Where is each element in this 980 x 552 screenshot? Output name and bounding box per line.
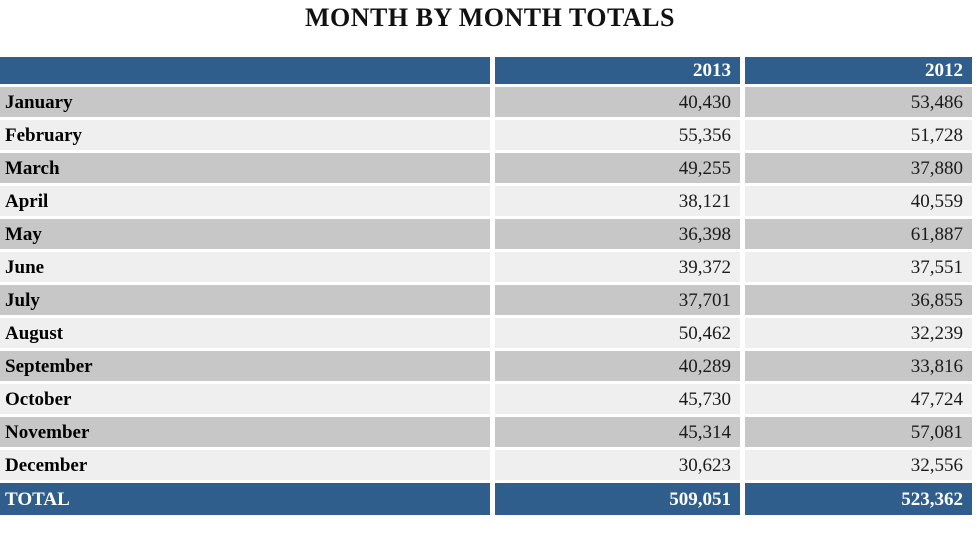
header-row: 2013 2012 [0,57,972,87]
value-2012-cell: 47,724 [740,384,972,417]
value-2012-cell: 33,816 [740,351,972,384]
value-2012-cell: 51,728 [740,120,972,153]
value-2013-cell: 55,356 [490,120,740,153]
value-2013-cell: 45,314 [490,417,740,450]
total-value-2013: 509,051 [490,483,740,515]
value-2013-cell: 49,255 [490,153,740,186]
page-title: MONTH BY MONTH TOTALS [305,3,675,32]
header-blank-cell [0,57,490,87]
month-cell: October [0,384,490,417]
table-row: August 50,462 32,239 [0,318,972,351]
value-2012-cell: 32,239 [740,318,972,351]
value-2013-cell: 50,462 [490,318,740,351]
value-2012-cell: 36,855 [740,285,972,318]
month-cell: December [0,450,490,483]
month-cell: August [0,318,490,351]
month-cell: July [0,285,490,318]
value-2013-cell: 39,372 [490,252,740,285]
total-value-2012: 523,362 [740,483,972,515]
month-totals-table: 2013 2012 January 40,430 53,486 February 55,… [0,57,972,515]
month-cell: June [0,252,490,285]
table-row: March 49,255 37,880 [0,153,972,186]
value-2013-cell: 40,289 [490,351,740,384]
value-2012-cell: 37,880 [740,153,972,186]
value-2013-cell: 38,121 [490,186,740,219]
value-2013-cell: 30,623 [490,450,740,483]
month-cell: March [0,153,490,186]
header-year-2012: 2012 [740,57,972,87]
table-row: July 37,701 36,855 [0,285,972,318]
month-cell: February [0,120,490,153]
total-label: TOTAL [0,483,490,515]
value-2012-cell: 32,556 [740,450,972,483]
value-2012-cell: 37,551 [740,252,972,285]
value-2013-cell: 37,701 [490,285,740,318]
table-row: May 36,398 61,887 [0,219,972,252]
month-cell: January [0,87,490,120]
table-row: September 40,289 33,816 [0,351,972,384]
table-row: April 38,121 40,559 [0,186,972,219]
table-row: October 45,730 47,724 [0,384,972,417]
table-row: December 30,623 32,556 [0,450,972,483]
header-year-2013: 2013 [490,57,740,87]
value-2012-cell: 61,887 [740,219,972,252]
value-2012-cell: 57,081 [740,417,972,450]
month-cell: November [0,417,490,450]
table-row: January 40,430 53,486 [0,87,972,120]
value-2013-cell: 36,398 [490,219,740,252]
value-2013-cell: 40,430 [490,87,740,120]
month-cell: September [0,351,490,384]
month-cell: May [0,219,490,252]
table-row: February 55,356 51,728 [0,120,972,153]
total-row: TOTAL 509,051 523,362 [0,483,972,515]
table-body: January 40,430 53,486 February 55,356 51,728 M… [0,87,972,483]
table-row: June 39,372 37,551 [0,252,972,285]
value-2012-cell: 53,486 [740,87,972,120]
value-2012-cell: 40,559 [740,186,972,219]
table-row: November 45,314 57,081 [0,417,972,450]
month-cell: April [0,186,490,219]
value-2013-cell: 45,730 [490,384,740,417]
